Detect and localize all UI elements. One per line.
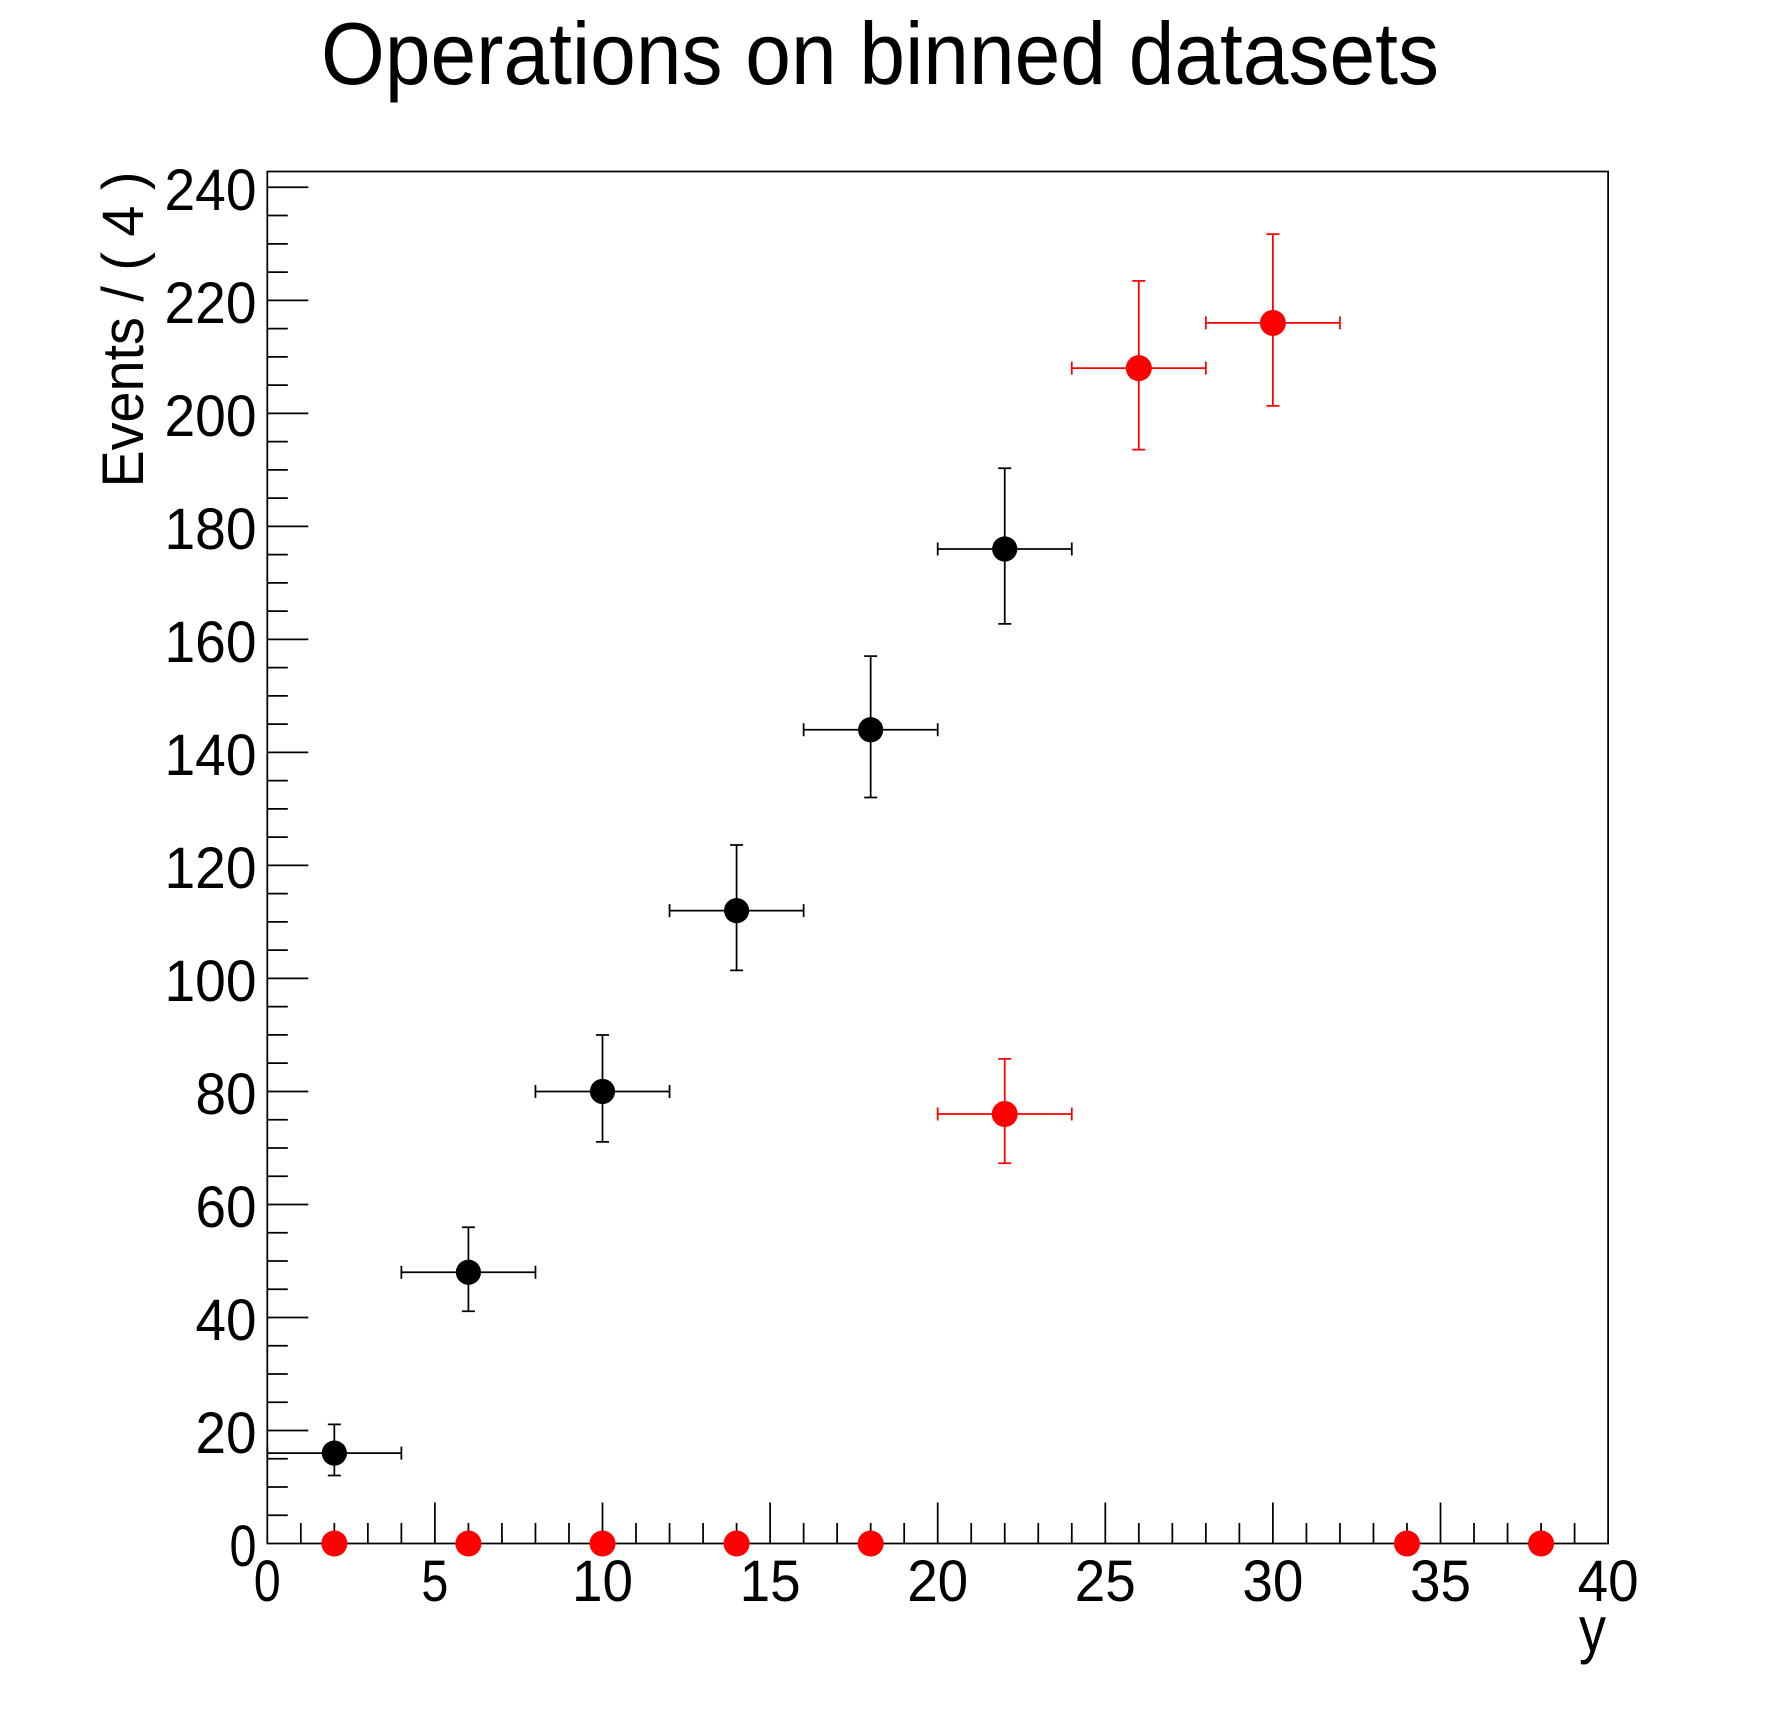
svg-text:60: 60 (196, 1175, 257, 1240)
svg-text:0: 0 (254, 1549, 281, 1614)
svg-text:25: 25 (1075, 1549, 1136, 1614)
svg-text:Operations on binned datasets: Operations on binned datasets (321, 4, 1439, 103)
svg-text:200: 200 (165, 384, 257, 449)
svg-text:y: y (1579, 1593, 1606, 1665)
svg-text:120: 120 (165, 836, 257, 901)
svg-text:10: 10 (572, 1549, 633, 1614)
svg-text:15: 15 (740, 1549, 801, 1614)
svg-text:20: 20 (196, 1401, 257, 1466)
svg-text:20: 20 (907, 1549, 968, 1614)
svg-text:100: 100 (165, 949, 257, 1014)
svg-text:160: 160 (165, 610, 257, 675)
svg-text:30: 30 (1242, 1549, 1303, 1614)
svg-text:0: 0 (230, 1514, 257, 1579)
svg-text:140: 140 (165, 723, 257, 788)
svg-text:35: 35 (1410, 1549, 1471, 1614)
svg-text:40: 40 (1578, 1549, 1639, 1614)
svg-text:80: 80 (196, 1062, 257, 1127)
svg-text:180: 180 (165, 497, 257, 562)
svg-text:240: 240 (165, 158, 257, 223)
svg-text:Events / ( 4 ): Events / ( 4 ) (91, 172, 156, 488)
svg-text:40: 40 (196, 1288, 257, 1353)
svg-text:5: 5 (421, 1549, 448, 1614)
svg-text:220: 220 (165, 271, 257, 336)
